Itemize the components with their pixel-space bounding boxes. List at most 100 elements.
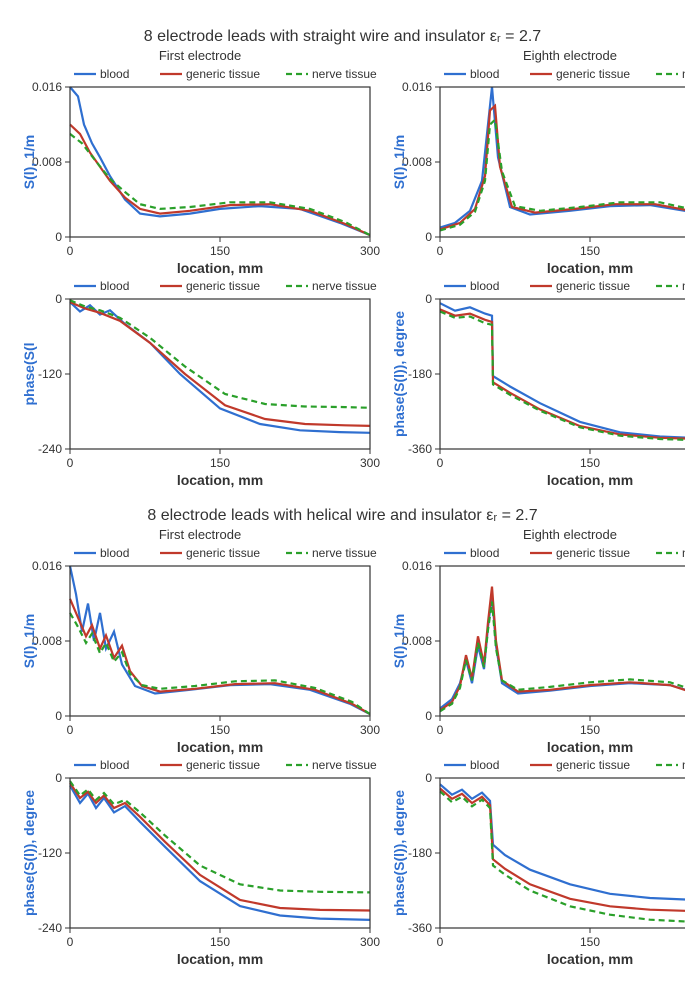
x-axis-label: location, mm [547,260,633,276]
series-line [70,302,370,433]
xtick-label: 150 [580,456,600,470]
chart: bloodgeneric tissuenerve tissue0150300-3… [390,277,685,489]
legend-label: blood [100,279,129,293]
legend-label: generic tissue [556,546,630,560]
chart: blood generic tissue nerve tissue 0 150 300 0 0… [20,544,380,756]
xtick-label: 300 [360,935,380,949]
xtick-label: 0 [67,935,74,949]
y-axis-label: S(l), 1/m [391,614,407,668]
legend-label: generic tissue [186,758,260,772]
legend-label: generic tissue [556,279,630,293]
ytick-label: 0.016 [32,80,62,94]
plot-border [70,778,370,928]
y-axis-label: phase(S(l)), degree [391,311,407,437]
legend-label: blood [470,279,499,293]
y-axis-label: phase(S(l)), degree [21,790,37,916]
y-axis-label: S(l), 1/m [21,135,37,189]
y-axis-label: phase(S(l [21,342,37,405]
ytick-label: -180 [408,367,432,381]
chart: bloodgeneric tissuenerve tissue015030000… [390,65,685,277]
column-title: Eighth electrode [523,48,617,63]
series-line [440,788,685,911]
chart: bloodgeneric tissuenerve tissue015030000… [20,65,380,277]
ytick-label: -120 [38,846,62,860]
legend-label: nerve tissue [312,67,377,81]
section-title: 8 electrode leads with straight wire and… [20,28,665,46]
xtick-label: 300 [360,456,380,470]
xtick-label: 150 [210,723,230,737]
plot-border [70,87,370,237]
ytick-label: -240 [38,442,62,456]
ytick-label: 0 [425,292,432,306]
xtick-label: 300 [360,244,380,258]
series-line [70,783,370,911]
legend-label: blood [470,546,499,560]
legend-label: nerve tissue [312,279,377,293]
series-line [70,786,370,920]
ytick-label: 0.016 [32,559,62,573]
chart: bloodgeneric tissuenerve tissue0150300-3… [390,756,685,968]
legend-label: generic tissue [186,279,260,293]
xtick-label: 150 [580,723,600,737]
xtick-label: 0 [67,244,74,258]
legend-label: nerve tissue [312,546,377,560]
ytick-label: 0 [425,230,432,244]
y-axis-label: phase(S(l)), degree [391,790,407,916]
section-title: 8 electrode leads with helical wire and … [20,507,665,525]
plot-border [440,299,685,449]
xtick-label: 150 [580,244,600,258]
xtick-label: 150 [210,935,230,949]
legend-label: nerve tissue [312,758,377,772]
y-axis-label: S(l), 1/m [21,614,37,668]
legend-label: blood [100,67,129,81]
series-line [440,312,685,441]
x-axis-label: location, mm [177,472,263,488]
ytick-label: 0 [55,709,62,723]
ytick-label: 0 [55,771,62,785]
legend-label: blood [100,546,129,560]
xtick-label: 0 [437,244,444,258]
chart: blood generic tissue nerve tissue 0 150 300 -2… [20,277,380,489]
xtick-label: 300 [360,723,380,737]
legend-label: generic tissue [556,67,630,81]
legend-label: generic tissue [556,758,630,772]
ytick-label: 0.016 [402,559,432,573]
xtick-label: 0 [437,456,444,470]
xtick-label: 0 [67,456,74,470]
x-axis-label: location, mm [547,472,633,488]
ytick-label: -360 [408,921,432,935]
column-title: First electrode [159,48,241,63]
xtick-label: 150 [210,244,230,258]
legend-label: generic tissue [186,546,260,560]
xtick-label: 0 [437,935,444,949]
ytick-label: -120 [38,367,62,381]
ytick-label: 0 [425,771,432,785]
series-line [70,781,370,892]
x-axis-label: location, mm [547,951,633,967]
legend-label: blood [470,758,499,772]
legend-label: blood [100,758,129,772]
series-line [70,613,370,714]
column-title: Eighth electrode [523,527,617,542]
xtick-label: 150 [210,456,230,470]
x-axis-label: location, mm [177,260,263,276]
series-line [70,599,370,714]
ytick-label: -180 [408,846,432,860]
xtick-label: 0 [67,723,74,737]
column-title: First electrode [159,527,241,542]
ytick-label: -360 [408,442,432,456]
series-line [70,300,370,408]
x-axis-label: location, mm [177,951,263,967]
series-line [440,87,685,235]
legend-label: generic tissue [186,67,260,81]
legend-label: blood [470,67,499,81]
ytick-label: 0 [425,709,432,723]
series-line [440,106,685,235]
series-line [440,594,685,714]
ytick-label: -240 [38,921,62,935]
x-axis-label: location, mm [547,739,633,755]
chart: blood generic tissue nerve tissue 0 150 300 -2… [20,756,380,968]
ytick-label: 0 [55,292,62,306]
y-axis-label: S(l), 1/m [391,135,407,189]
series-line [440,791,685,923]
